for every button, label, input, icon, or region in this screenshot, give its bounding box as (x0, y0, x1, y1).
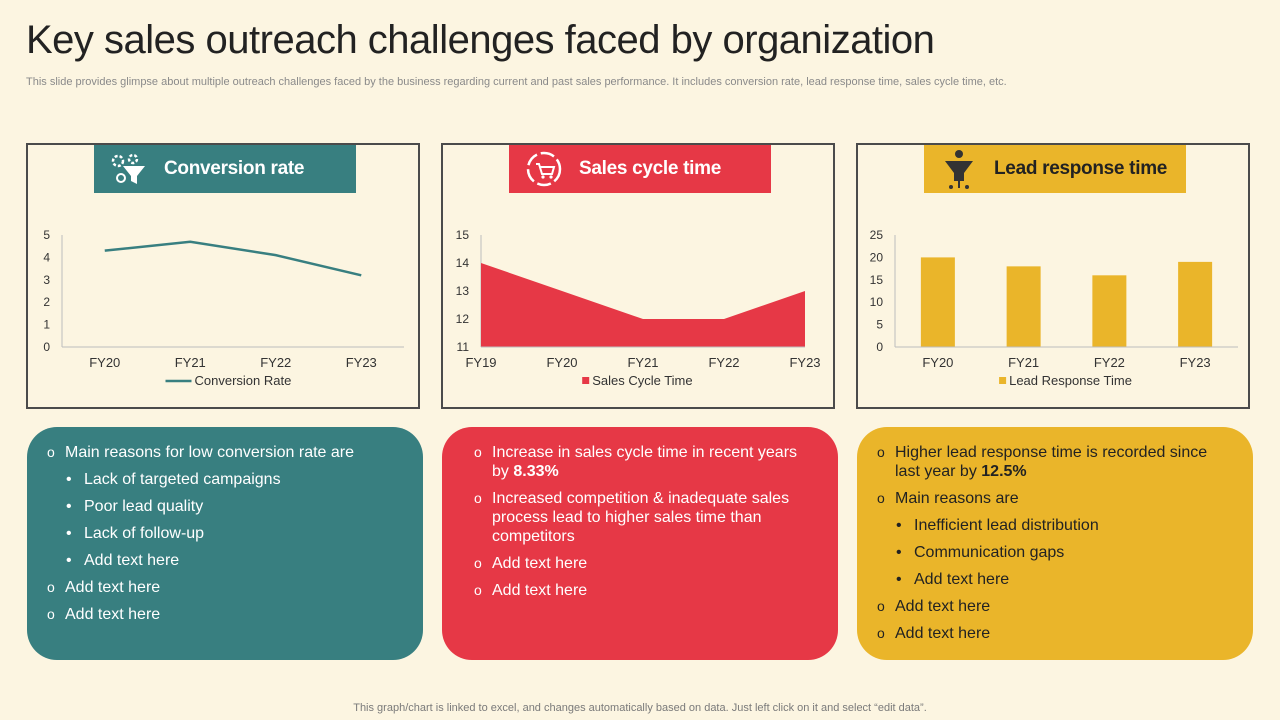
list-item: Communication gaps (877, 543, 1233, 562)
legend-swatch (999, 377, 1007, 384)
y-tick-label: 13 (456, 284, 470, 298)
sales-cycle-title: Sales cycle time (579, 158, 722, 179)
x-tick-label: FY23 (789, 355, 820, 370)
x-tick-label: FY22 (260, 355, 291, 370)
bar (920, 257, 955, 347)
lead-response-panel: 0 5 10 15 20 25 FY20 FY21 FY22 FY23 Lead Response … (856, 143, 1250, 409)
x-tick-label: FY22 (708, 355, 739, 370)
conversion-reasons-card: Main reasons for low conversion rate are… (27, 427, 423, 660)
x-tick-label: FY23 (346, 355, 377, 370)
y-tick-label: 4 (43, 250, 50, 264)
area-series (481, 263, 805, 347)
y-tick-label: 15 (456, 228, 470, 242)
list-item: Higher lead response time is recorded si… (877, 443, 1233, 481)
y-tick-label: 3 (43, 273, 50, 287)
lead-response-chart[interactable]: 0 5 10 15 20 25 FY20 FY21 FY22 FY23 Lead Response … (858, 145, 1252, 407)
legend-label: Sales Cycle Time (592, 373, 692, 388)
y-tick-label: 14 (456, 256, 470, 270)
conversion-rate-title: Conversion rate (164, 158, 305, 179)
y-tick-label: 10 (870, 295, 884, 309)
list-item: Add text here (877, 597, 1233, 616)
y-tick-label: 5 (876, 318, 883, 332)
bar (1092, 275, 1127, 347)
cycle-increase-text: Increase in sales cycle time in recent y… (492, 444, 798, 480)
footer-note: This graph/chart is linked to excel, and… (353, 702, 927, 714)
list-item: Add text here (877, 624, 1233, 643)
legend-swatch (582, 377, 590, 384)
funnel-gear-icon (94, 145, 164, 193)
list-item: Add text here (474, 581, 818, 600)
conversion-rate-chart[interactable]: 0 1 2 3 4 5 FY20 FY21 FY22 FY23 Conversion Rate (28, 145, 418, 407)
y-tick-label: 25 (870, 228, 884, 242)
response-reasons-card: Higher lead response time is recorded si… (857, 427, 1253, 660)
y-tick-label: 11 (457, 340, 470, 354)
y-tick-label: 12 (456, 312, 470, 326)
list-item: Poor lead quality (47, 497, 403, 516)
list-item: Lack of follow-up (47, 524, 403, 543)
y-tick-label: 15 (870, 273, 884, 287)
legend-label: Conversion Rate (195, 373, 292, 388)
legend-label: Lead Response Time (1009, 373, 1132, 388)
conversion-rate-panel: 0 1 2 3 4 5 FY20 FY21 FY22 FY23 Conversion Rate Co… (26, 143, 420, 409)
list-item: Increase in sales cycle time in recent y… (474, 443, 818, 481)
bar (1178, 261, 1213, 347)
sales-cycle-header: Sales cycle time (509, 145, 771, 193)
list-item: Main reasons for low conversion rate are (47, 443, 403, 462)
conversion-rate-header: Conversion rate (94, 145, 356, 193)
y-tick-label: 0 (43, 340, 50, 354)
funnel-person-icon (924, 145, 994, 193)
x-tick-label: FY23 (1180, 355, 1211, 370)
list-item: Inefficient lead distribution (877, 516, 1233, 535)
x-tick-label: FY20 (546, 355, 577, 370)
x-tick-label: FY21 (1008, 355, 1039, 370)
y-tick-label: 1 (43, 318, 50, 332)
sales-cycle-panel: 11 12 13 14 15 FY19 FY20 FY21 FY22 FY23 Sales Cycl… (441, 143, 835, 409)
sales-cycle-chart[interactable]: 11 12 13 14 15 FY19 FY20 FY21 FY22 FY23 Sales Cycl… (443, 145, 833, 407)
list-item: Add text here (47, 578, 403, 597)
x-tick-label: FY21 (175, 355, 206, 370)
cart-cycle-icon (509, 145, 579, 193)
x-tick-label: FY19 (465, 355, 496, 370)
list-item: Lack of targeted campaigns (47, 470, 403, 489)
y-tick-label: 20 (870, 250, 884, 264)
y-tick-label: 5 (43, 228, 50, 242)
bar (1006, 266, 1041, 347)
cycle-reasons-card: Increase in sales cycle time in recent y… (442, 427, 838, 660)
x-tick-label: FY20 (922, 355, 953, 370)
list-item: Add text here (47, 605, 403, 624)
lead-response-header: Lead response time (924, 145, 1186, 193)
x-tick-label: FY20 (89, 355, 120, 370)
response-increase-value: 12.5% (981, 463, 1027, 480)
list-item: Increased competition & inadequate sales… (474, 489, 818, 546)
page-title: Key sales outreach challenges faced by o… (26, 18, 935, 62)
lead-response-title: Lead response time (994, 158, 1168, 179)
line-series (104, 240, 362, 277)
page-subtitle: This slide provides glimpse about multip… (26, 76, 1007, 88)
list-item: Add text here (474, 554, 818, 573)
x-tick-label: FY22 (1094, 355, 1125, 370)
response-increase-text: Higher lead response time is recorded si… (895, 444, 1208, 480)
x-tick-label: FY21 (627, 355, 658, 370)
list-item: Main reasons are (877, 489, 1233, 508)
list-item: Add text here (47, 551, 403, 570)
cycle-increase-value: 8.33% (513, 463, 559, 480)
list-item: Add text here (877, 570, 1233, 589)
y-tick-label: 0 (876, 340, 883, 354)
y-tick-label: 2 (43, 295, 50, 309)
